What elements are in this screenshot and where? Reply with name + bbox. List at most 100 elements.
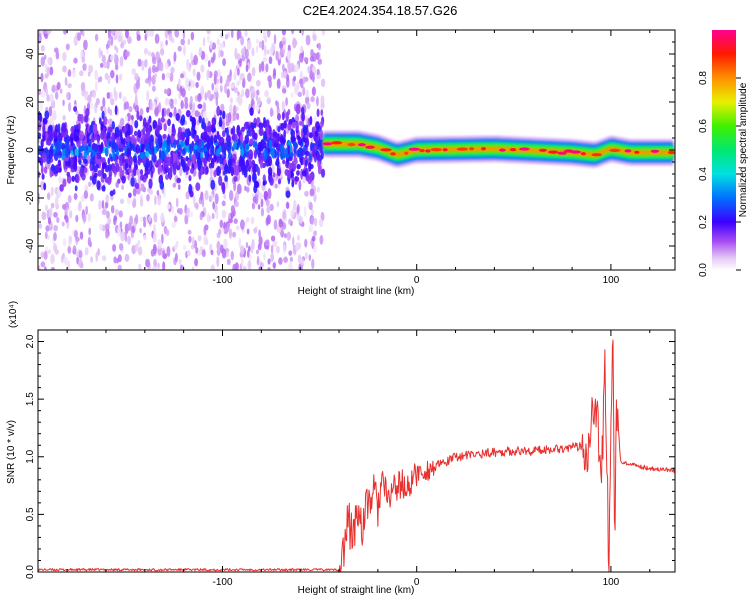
heatmap-cell	[40, 251, 45, 259]
heatmap-cell	[109, 190, 114, 197]
heatmap-cell	[171, 205, 174, 214]
heatmap-cell	[295, 120, 299, 132]
heatmap-cell	[200, 85, 205, 97]
heatmap-cell	[283, 232, 287, 239]
heatmap-cell	[320, 78, 326, 88]
heatmap-cell	[75, 214, 79, 223]
heatmap-cell	[110, 54, 114, 62]
heatmap-cell	[49, 93, 54, 104]
heatmap-cell	[83, 190, 89, 199]
heatmap-cell	[188, 211, 194, 218]
heatmap-cell	[41, 173, 45, 180]
heatmap-cell	[320, 95, 325, 107]
heatmap-cell	[190, 31, 195, 41]
heatmap-cell	[99, 62, 104, 68]
heatmap-cell	[47, 248, 51, 255]
heatmap-cell	[80, 81, 86, 92]
heatmap-cell	[119, 73, 123, 81]
heatmap-cell	[134, 243, 139, 252]
heatmap-cell	[205, 166, 209, 175]
heatmap-cell	[283, 70, 287, 79]
heatmap-cell	[177, 45, 182, 52]
heatmap-cell	[46, 66, 50, 77]
snr-y-axis-label: SNR (10 * v/v)	[6, 420, 17, 484]
heatmap-cell	[117, 35, 123, 43]
heatmap-cell	[301, 170, 307, 177]
heatmap-cell	[233, 175, 238, 182]
heatmap-cell	[146, 30, 151, 38]
heatmap-cell	[241, 126, 245, 132]
heatmap-cell	[107, 106, 111, 114]
heatmap-cell	[245, 64, 249, 73]
heatmap-cell	[47, 234, 50, 241]
heatmap-cell	[304, 159, 308, 167]
heatmap-cell	[72, 143, 76, 153]
heatmap-cell	[114, 126, 120, 134]
heatmap-cell	[271, 42, 276, 52]
heatmap-cell	[292, 199, 297, 211]
heatmap-cell	[105, 194, 110, 203]
heatmap-cell	[253, 227, 258, 234]
heatmap-cell	[110, 195, 114, 201]
y-tick-label: 0.5	[25, 507, 36, 521]
heatmap-cell	[285, 97, 288, 107]
heatmap-cell	[272, 261, 277, 269]
heatmap-cell	[365, 145, 375, 149]
heatmap-cell	[268, 56, 273, 65]
heatmap-cell	[258, 63, 262, 73]
heatmap-cell	[292, 80, 296, 87]
heatmap-cell	[315, 52, 320, 61]
heatmap-cell	[90, 256, 94, 263]
heatmap-cell	[44, 231, 48, 239]
heatmap-cell	[180, 38, 186, 46]
heatmap-cell	[247, 72, 252, 82]
heatmap-cell	[265, 119, 270, 128]
heatmap-cell	[127, 197, 132, 204]
heatmap-cell	[70, 136, 74, 146]
heatmap-cell	[40, 72, 44, 83]
heatmap-cell	[281, 88, 287, 94]
heatmap-cell	[267, 188, 272, 200]
heatmap-cell	[133, 165, 137, 177]
snr-axis-ticks: -100 0 100 0.0 0.5 1.0 1.5 2.0	[25, 330, 675, 588]
heatmap-cell	[310, 48, 314, 58]
heatmap-cell	[168, 33, 173, 42]
heatmap-cell	[206, 212, 210, 222]
heatmap-cell	[144, 143, 150, 153]
heatmap-cell	[78, 122, 81, 131]
heatmap-cell	[276, 148, 280, 159]
heatmap-cell	[288, 218, 292, 226]
x-tick-label: 0	[414, 275, 420, 286]
heatmap-cell	[230, 128, 234, 135]
heatmap-cell	[88, 239, 91, 247]
heatmap-cell	[316, 186, 321, 193]
heatmap-cell	[236, 30, 240, 41]
heatmap-cell	[313, 193, 317, 203]
heatmap-cell	[101, 54, 106, 64]
heatmap-cell	[557, 151, 567, 155]
heatmap-cell	[185, 191, 190, 200]
heatmap-cell	[119, 129, 123, 138]
heatmap-cell	[267, 266, 271, 270]
heatmap-cell	[570, 150, 582, 154]
heatmap-cell	[200, 64, 205, 73]
heatmap-cell	[222, 184, 226, 195]
heatmap-cell	[288, 162, 293, 171]
heatmap-cell	[142, 234, 148, 241]
heatmap-cell	[47, 217, 52, 225]
snr-plot-area	[38, 330, 675, 572]
heatmap-cell	[111, 121, 115, 130]
heatmap-cell	[240, 48, 245, 55]
heatmap-cell	[220, 50, 224, 58]
heatmap-cell	[275, 50, 279, 61]
heatmap-cell	[163, 88, 168, 95]
heatmap-cell	[152, 223, 157, 234]
heatmap-cell	[136, 136, 141, 143]
heatmap-cell	[232, 231, 237, 238]
heatmap-cell	[40, 261, 46, 268]
heatmap-cell	[187, 159, 191, 167]
heatmap-cell	[260, 207, 265, 217]
heatmap-cells	[38, 30, 675, 270]
heatmap-cell	[162, 249, 165, 256]
heatmap-cell	[117, 178, 121, 184]
